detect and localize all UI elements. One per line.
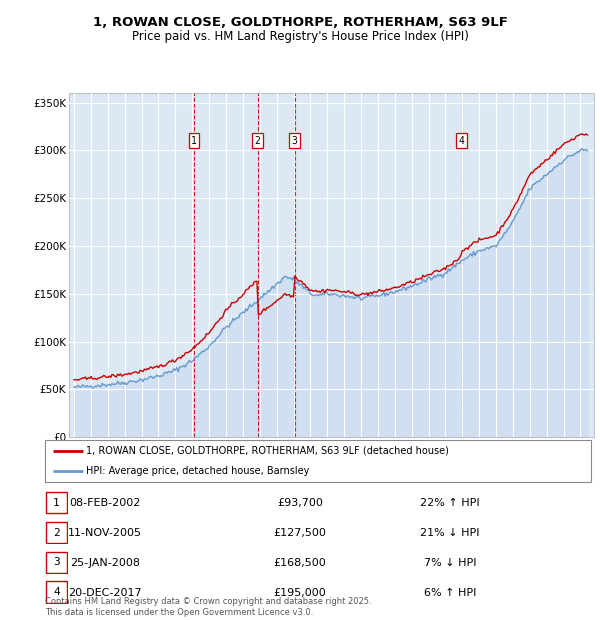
Text: £195,000: £195,000 <box>274 588 326 598</box>
FancyBboxPatch shape <box>45 440 591 482</box>
Text: 2: 2 <box>254 136 260 146</box>
Text: 1, ROWAN CLOSE, GOLDTHORPE, ROTHERHAM, S63 9LF: 1, ROWAN CLOSE, GOLDTHORPE, ROTHERHAM, S… <box>92 16 508 29</box>
Text: Price paid vs. HM Land Registry's House Price Index (HPI): Price paid vs. HM Land Registry's House … <box>131 30 469 43</box>
Text: 20-DEC-2017: 20-DEC-2017 <box>68 588 142 598</box>
Text: 6% ↑ HPI: 6% ↑ HPI <box>424 588 476 598</box>
Text: £168,500: £168,500 <box>274 558 326 568</box>
Text: 3: 3 <box>53 557 60 567</box>
FancyBboxPatch shape <box>46 552 67 573</box>
Text: £93,700: £93,700 <box>277 498 323 508</box>
Text: 7% ↓ HPI: 7% ↓ HPI <box>424 558 476 568</box>
FancyBboxPatch shape <box>46 522 67 543</box>
Text: 3: 3 <box>292 136 298 146</box>
Text: Contains HM Land Registry data © Crown copyright and database right 2025.
This d: Contains HM Land Registry data © Crown c… <box>45 598 371 617</box>
FancyBboxPatch shape <box>46 582 67 603</box>
FancyBboxPatch shape <box>46 492 67 513</box>
Text: 1: 1 <box>191 136 197 146</box>
Text: 08-FEB-2002: 08-FEB-2002 <box>70 498 140 508</box>
Text: 11-NOV-2005: 11-NOV-2005 <box>68 528 142 538</box>
Text: 2: 2 <box>53 528 60 538</box>
Text: 21% ↓ HPI: 21% ↓ HPI <box>420 528 480 538</box>
Text: 1, ROWAN CLOSE, GOLDTHORPE, ROTHERHAM, S63 9LF (detached house): 1, ROWAN CLOSE, GOLDTHORPE, ROTHERHAM, S… <box>86 446 449 456</box>
Text: HPI: Average price, detached house, Barnsley: HPI: Average price, detached house, Barn… <box>86 466 310 476</box>
Text: £127,500: £127,500 <box>274 528 326 538</box>
Text: 1: 1 <box>53 498 60 508</box>
Text: 4: 4 <box>53 587 60 597</box>
Text: 25-JAN-2008: 25-JAN-2008 <box>70 558 140 568</box>
Text: 22% ↑ HPI: 22% ↑ HPI <box>420 498 480 508</box>
Text: 4: 4 <box>459 136 465 146</box>
